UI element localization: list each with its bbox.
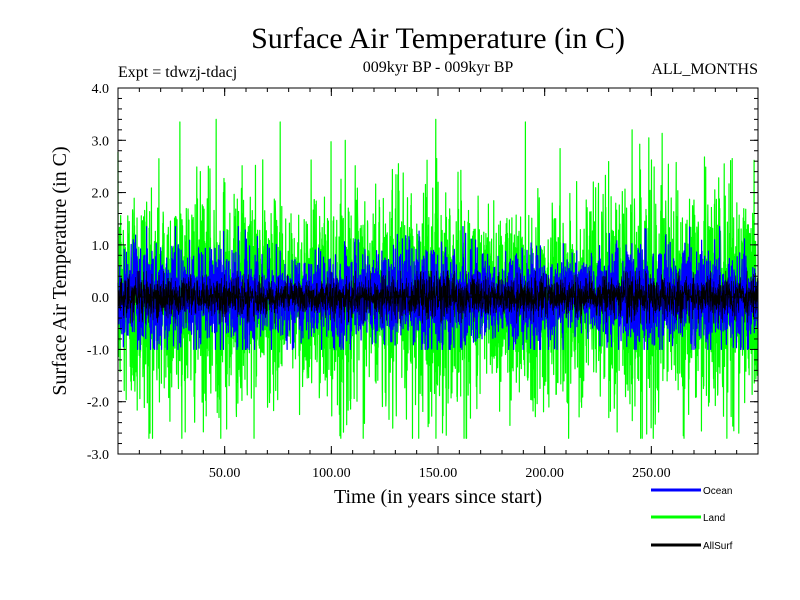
y-tick-label: 0.0 <box>92 291 110 306</box>
y-tick-label: 4.0 <box>92 82 110 97</box>
x-tick-label: 200.00 <box>525 466 564 481</box>
legend-label-ocean: Ocean <box>703 486 732 497</box>
series-line-allsurf <box>117 270 759 324</box>
x-axis-label: Time (in years since start) <box>334 486 542 508</box>
period-subtitle: 009kyr BP - 009kyr BP <box>363 59 514 76</box>
x-tick-label: 250.00 <box>632 466 671 481</box>
y-tick-label: -2.0 <box>87 396 109 411</box>
season-label: ALL_MONTHS <box>651 61 758 78</box>
y-tick-label: -3.0 <box>87 448 109 463</box>
experiment-label: Expt = tdwzj-tdacj <box>118 64 237 81</box>
x-tick-label: 50.00 <box>209 466 241 481</box>
y-axis: -3.0 -2.0 -1.0 0.0 1.0 2.0 3.0 4.0 <box>87 82 758 463</box>
chart-title: Surface Air Temperature (in C) <box>251 22 625 55</box>
legend: Ocean Land AllSurf <box>651 486 733 552</box>
x-tick-label: 100.00 <box>312 466 351 481</box>
x-axis: 50.00 100.00 150.00 200.00 250.00 <box>138 88 738 481</box>
y-axis-label: Surface Air Temperature (in C) <box>49 146 71 395</box>
y-tick-label: -1.0 <box>87 343 109 358</box>
y-tick-label: 3.0 <box>92 134 110 149</box>
y-tick-label: 1.0 <box>92 239 110 254</box>
y-tick-label: 2.0 <box>92 187 110 202</box>
series-layer <box>117 118 759 439</box>
legend-label-allsurf: AllSurf <box>703 541 733 552</box>
legend-label-land: Land <box>703 513 725 524</box>
x-tick-label: 150.00 <box>419 466 458 481</box>
